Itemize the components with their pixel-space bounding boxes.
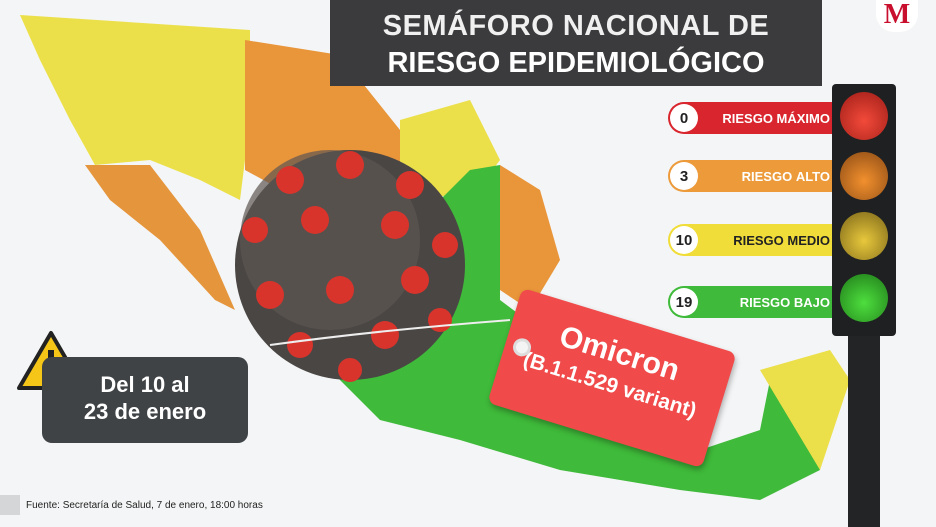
footer-square	[0, 495, 20, 515]
legend-label: RIESGO BAJO	[698, 295, 848, 310]
legend-item-medio: 10 RIESGO MEDIO	[668, 224, 848, 256]
milenio-logo: M	[876, 0, 918, 32]
region-yellow-northwest	[20, 15, 250, 200]
legend-label: RIESGO MÁXIMO	[698, 111, 848, 126]
date-prefix: Del	[100, 372, 141, 397]
legend-count: 3	[670, 162, 698, 190]
title-banner: SEMÁFORO NACIONAL DE RIESGO EPIDEMIOLÓGI…	[330, 0, 822, 86]
footer: Fuente: Secretaría de Salud, 7 de enero,…	[0, 493, 936, 517]
legend-level: ALTO	[795, 168, 830, 184]
traffic-light-icon	[832, 84, 896, 336]
region-yellow-yucatan	[760, 350, 850, 470]
source-text: Fuente: Secretaría de Salud, 7 de enero,…	[26, 499, 263, 511]
date-range-box: Del 10 al 23 de enero	[42, 357, 248, 443]
date-end: 23 de enero	[83, 399, 207, 424]
date-start: 10	[140, 372, 166, 397]
legend-count: 19	[670, 288, 698, 316]
legend-level: MEDIO	[787, 232, 830, 248]
legend-item-alto: 3 RIESGO ALTO	[668, 160, 848, 192]
region-orange-baja	[85, 165, 235, 310]
legend-label-prefix: RIESGO	[722, 110, 777, 126]
legend-label: RIESGO MEDIO	[698, 233, 848, 248]
traffic-light-pole	[848, 336, 880, 527]
legend-item-bajo: 19 RIESGO BAJO	[668, 286, 848, 318]
date-mid: al	[165, 372, 190, 397]
legend-item-máximo: 0 RIESGO MÁXIMO	[668, 102, 848, 134]
legend-label-prefix: RIESGO	[741, 168, 796, 184]
virus-illustration	[235, 150, 511, 382]
legend-label: RIESGO ALTO	[698, 169, 848, 184]
legend-count: 0	[670, 104, 698, 132]
legend-label-prefix: RIESGO	[733, 232, 788, 248]
legend-count: 10	[670, 226, 698, 254]
legend-level: MÁXIMO	[776, 110, 830, 126]
title-line-2: RIESGO EPIDEMIOLÓGICO	[387, 47, 765, 79]
legend-level: BAJO	[793, 294, 830, 310]
region-orange-east	[500, 165, 560, 310]
title-line-1: SEMÁFORO NACIONAL DE	[382, 10, 770, 42]
legend-label-prefix: RIESGO	[739, 294, 794, 310]
